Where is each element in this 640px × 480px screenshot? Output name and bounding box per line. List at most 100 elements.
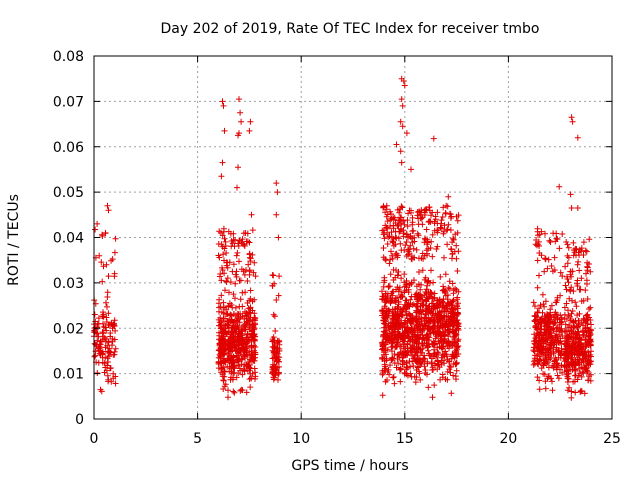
data-point (564, 241, 571, 248)
data-point (444, 327, 451, 334)
data-point (276, 273, 283, 280)
data-point (574, 312, 581, 319)
data-point (250, 316, 257, 323)
data-point (423, 315, 430, 322)
data-point (395, 317, 402, 324)
data-point (453, 376, 459, 383)
data-point (427, 245, 434, 251)
data-point (233, 374, 240, 381)
data-point (442, 287, 449, 294)
data-point (223, 262, 230, 269)
y-tick-label: 0.05 (53, 185, 84, 201)
data-point (385, 234, 392, 241)
data-point (427, 317, 434, 324)
data-point (396, 209, 403, 216)
data-point (395, 335, 402, 342)
data-point (538, 365, 545, 372)
data-point (398, 320, 405, 327)
data-point (428, 306, 435, 313)
data-point (426, 204, 433, 211)
data-point (414, 230, 421, 237)
data-point (580, 316, 587, 323)
data-point (428, 359, 435, 366)
data-point (379, 288, 385, 295)
data-point (404, 217, 411, 224)
data-point (395, 298, 402, 305)
data-point (424, 279, 431, 286)
data-point (551, 311, 558, 318)
data-point (564, 368, 571, 375)
data-point (415, 298, 422, 305)
data-point (408, 255, 415, 262)
data-point (223, 311, 230, 318)
data-point (434, 332, 441, 339)
data-point (446, 358, 453, 365)
data-point (442, 348, 449, 355)
data-point (568, 284, 575, 291)
data-point (573, 303, 580, 310)
data-point (574, 324, 581, 331)
data-point (422, 206, 429, 213)
data-point (395, 341, 402, 348)
data-point (99, 231, 106, 238)
data-point (95, 315, 102, 322)
data-point (103, 299, 109, 306)
data-point (379, 295, 386, 302)
data-point (575, 372, 582, 379)
data-point (453, 242, 460, 249)
data-point (390, 374, 396, 381)
data-point (421, 239, 428, 246)
data-point (237, 109, 244, 116)
data-point (540, 357, 547, 364)
data-point (578, 373, 585, 380)
data-point (439, 214, 446, 220)
data-point (239, 334, 246, 341)
data-point (568, 310, 575, 317)
data-point (100, 330, 107, 337)
data-point (453, 332, 460, 339)
data-point (396, 331, 403, 338)
x-tick-label: 0 (90, 431, 99, 447)
data-point (568, 205, 575, 211)
data-point (549, 387, 556, 394)
data-point (453, 255, 460, 262)
data-point (534, 309, 541, 315)
data-point (565, 254, 572, 261)
data-point (428, 238, 435, 245)
data-point (429, 367, 436, 373)
data-point (387, 217, 394, 224)
data-point (423, 340, 430, 347)
data-point (105, 378, 112, 385)
data-point (409, 221, 416, 228)
x-axis-label: GPS time / hours (291, 458, 408, 474)
data-point (395, 268, 402, 275)
data-point (556, 349, 563, 356)
data-point (561, 328, 568, 335)
data-point (540, 345, 547, 352)
data-point (432, 305, 439, 312)
data-point (402, 329, 409, 336)
data-point (548, 302, 555, 309)
data-point (582, 348, 589, 355)
data-point (434, 209, 441, 216)
data-point (412, 379, 419, 386)
data-point (226, 337, 233, 344)
data-point (454, 322, 461, 329)
data-point (578, 245, 585, 252)
data-point (410, 331, 417, 338)
data-point (444, 241, 451, 248)
data-point (273, 180, 280, 187)
data-point (552, 238, 559, 245)
data-point (410, 337, 416, 344)
data-point (428, 212, 434, 219)
data-point (575, 258, 582, 265)
data-point (413, 283, 420, 290)
data-point (565, 279, 572, 286)
data-point (530, 361, 537, 368)
data-point (532, 241, 539, 248)
y-tick-label: 0.04 (53, 231, 84, 247)
data-point (433, 351, 440, 358)
data-point (251, 259, 258, 266)
data-point (447, 369, 454, 376)
data-point (243, 318, 250, 325)
